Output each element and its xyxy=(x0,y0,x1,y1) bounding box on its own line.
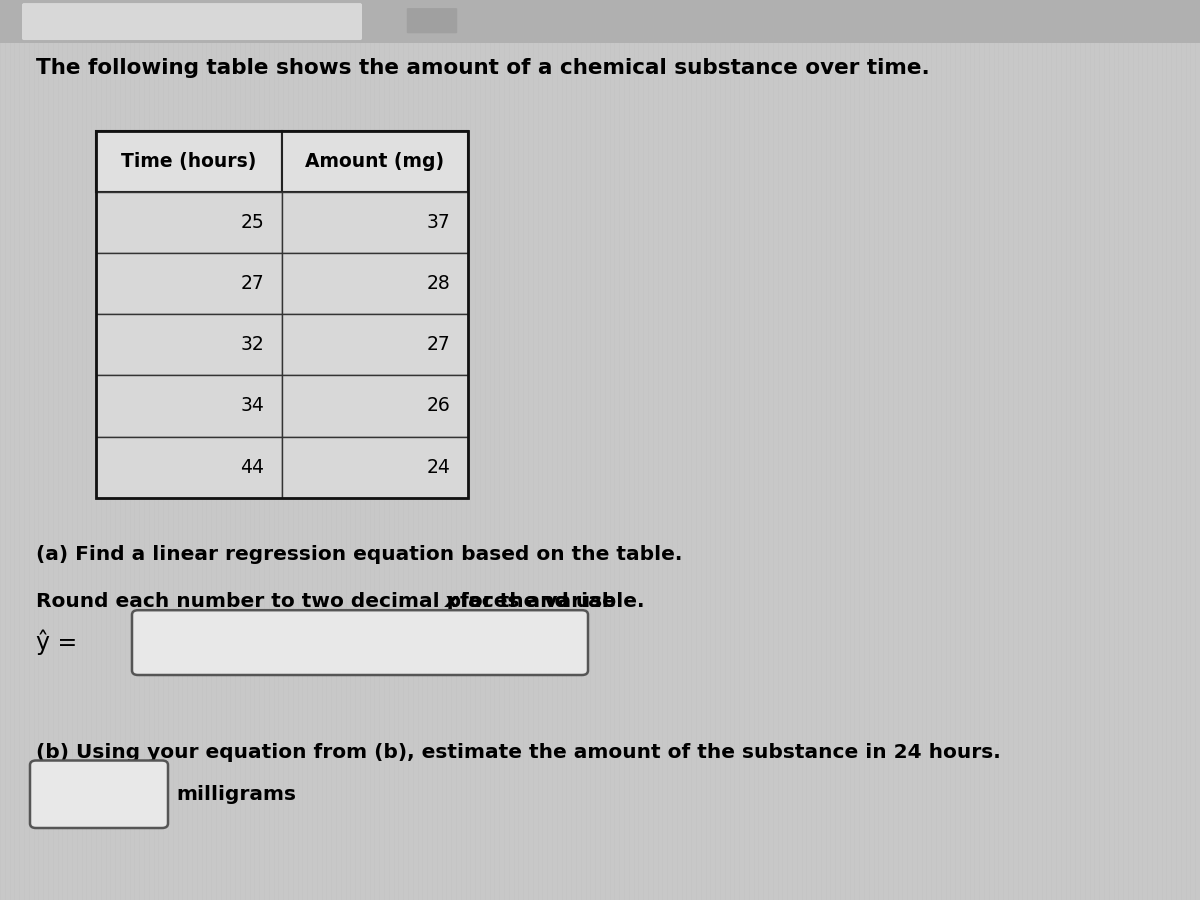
Text: 27: 27 xyxy=(240,274,264,293)
Text: 32: 32 xyxy=(240,335,264,355)
FancyBboxPatch shape xyxy=(407,8,457,33)
Text: 34: 34 xyxy=(240,396,264,416)
Text: 44: 44 xyxy=(240,457,264,477)
Text: (b) Using your equation from (b), estimate the amount of the substance in 24 hou: (b) Using your equation from (b), estima… xyxy=(36,742,1001,761)
FancyBboxPatch shape xyxy=(282,253,468,314)
FancyBboxPatch shape xyxy=(282,314,468,375)
FancyBboxPatch shape xyxy=(30,760,168,828)
FancyBboxPatch shape xyxy=(282,130,468,192)
Text: 24: 24 xyxy=(426,457,450,477)
Text: 25: 25 xyxy=(240,212,264,232)
FancyBboxPatch shape xyxy=(96,436,282,498)
FancyBboxPatch shape xyxy=(96,375,282,436)
Text: 27: 27 xyxy=(426,335,450,355)
FancyBboxPatch shape xyxy=(0,0,1200,43)
FancyBboxPatch shape xyxy=(22,3,362,40)
FancyBboxPatch shape xyxy=(282,375,468,436)
FancyBboxPatch shape xyxy=(282,436,468,498)
Text: 37: 37 xyxy=(426,212,450,232)
Text: 26: 26 xyxy=(426,396,450,416)
Text: Amount (mg): Amount (mg) xyxy=(306,151,444,171)
Text: for the variable.: for the variable. xyxy=(454,592,644,611)
Text: milligrams: milligrams xyxy=(176,785,296,804)
Text: ŷ =: ŷ = xyxy=(36,630,77,655)
Text: x: x xyxy=(445,592,458,611)
FancyBboxPatch shape xyxy=(282,192,468,253)
FancyBboxPatch shape xyxy=(96,253,282,314)
FancyBboxPatch shape xyxy=(96,192,282,253)
FancyBboxPatch shape xyxy=(132,610,588,675)
Text: Round each number to two decimal places and use: Round each number to two decimal places … xyxy=(36,592,623,611)
FancyBboxPatch shape xyxy=(96,314,282,375)
Text: Time (hours): Time (hours) xyxy=(121,151,257,171)
Text: (a) Find a linear regression equation based on the table.: (a) Find a linear regression equation ba… xyxy=(36,544,683,563)
Text: The following table shows the amount of a chemical substance over time.: The following table shows the amount of … xyxy=(36,58,930,78)
FancyBboxPatch shape xyxy=(96,130,282,192)
Text: 28: 28 xyxy=(426,274,450,293)
